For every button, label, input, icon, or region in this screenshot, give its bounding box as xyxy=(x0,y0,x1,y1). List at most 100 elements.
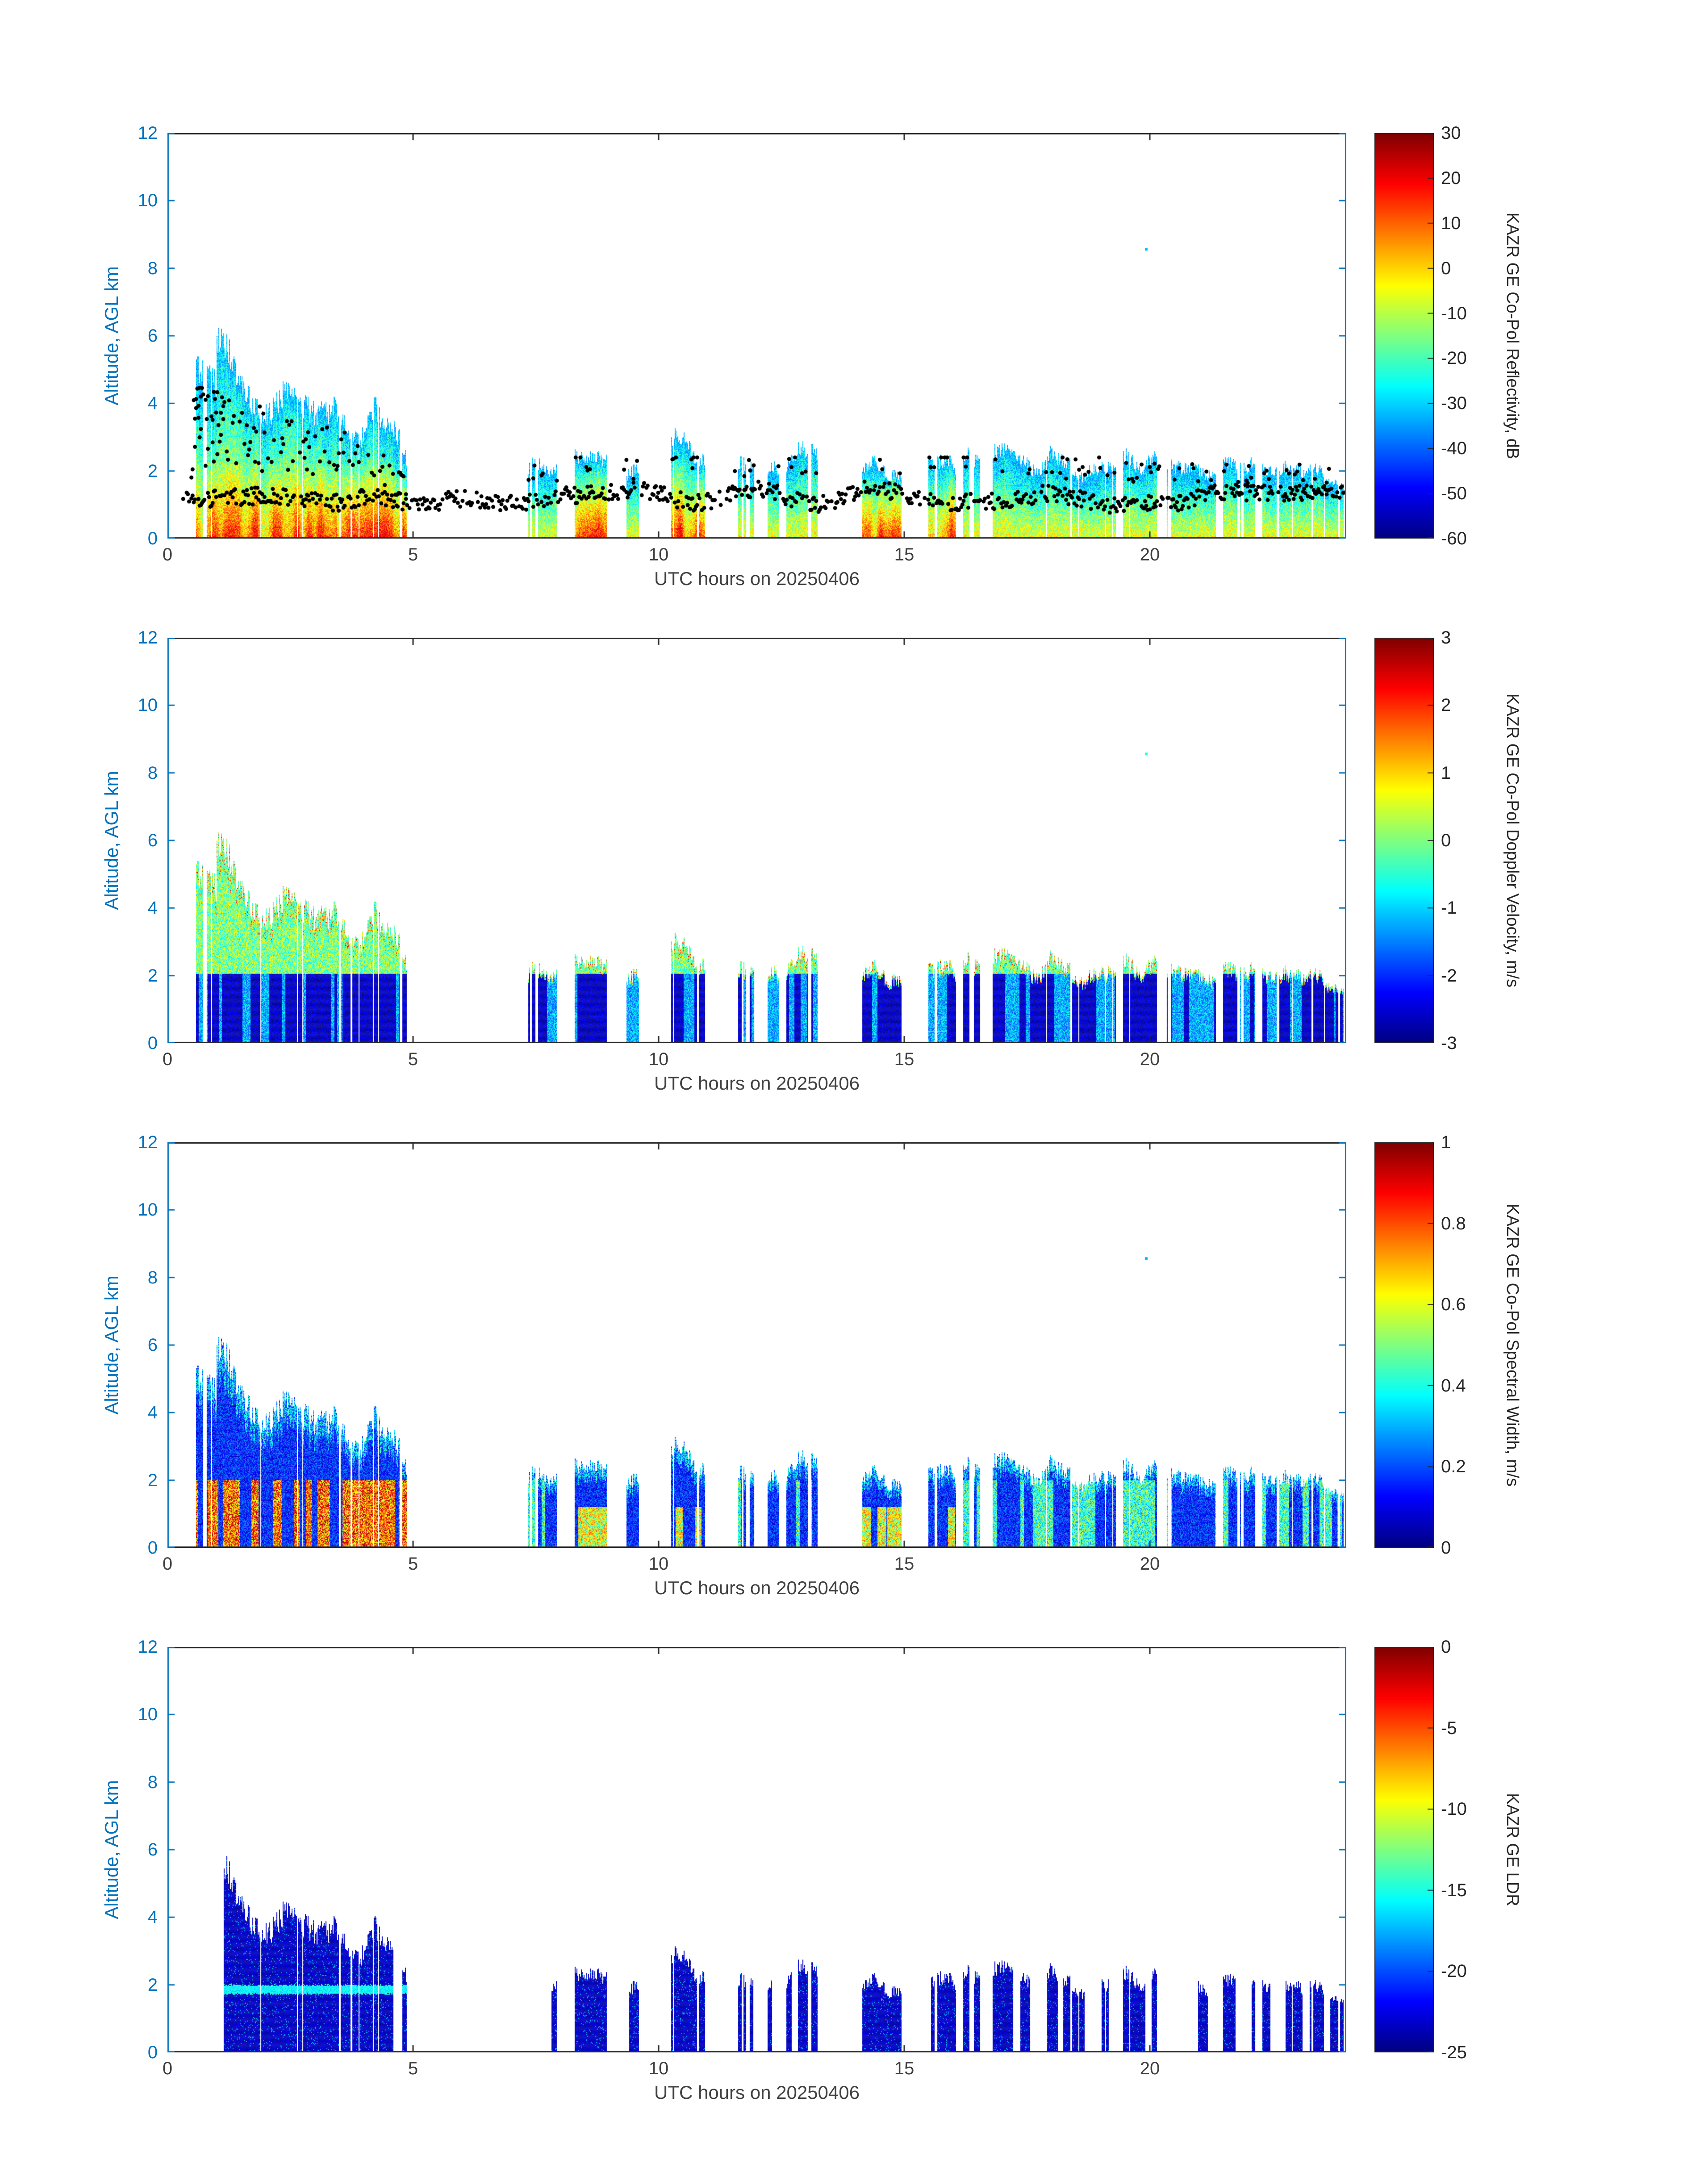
colorbar-tick-label: 20 xyxy=(1441,168,1461,188)
x-axis-label: UTC hours on 20250406 xyxy=(654,1577,860,1598)
y-tick-label: 10 xyxy=(138,191,158,211)
y-tick-label: 4 xyxy=(147,393,158,414)
y-tick-label: 2 xyxy=(147,1975,158,1995)
y-tick-label: 2 xyxy=(147,461,158,481)
y-axis-label: Altitude, AGL km xyxy=(101,1780,122,1919)
y-tick-label: 6 xyxy=(147,1335,158,1355)
y-tick-label: 10 xyxy=(138,695,158,715)
colorbar-tick-label: -20 xyxy=(1441,348,1467,368)
x-tick-label: 10 xyxy=(648,1049,669,1069)
y-tick-label: 4 xyxy=(147,898,158,918)
x-tick-label: 15 xyxy=(894,545,915,564)
colorbar-tick-label: 0 xyxy=(1441,1538,1451,1558)
colorbar-label: KAZR GE LDR xyxy=(1503,1793,1522,1906)
x-tick-label: 15 xyxy=(894,1554,915,1574)
colorbar-tick-label: -40 xyxy=(1441,439,1467,459)
x-axis-label: UTC hours on 20250406 xyxy=(654,568,860,589)
y-tick-label: 4 xyxy=(147,1907,158,1927)
y-tick-label: 6 xyxy=(147,1840,158,1859)
y-tick-label: 8 xyxy=(147,1267,158,1287)
y-tick-label: 2 xyxy=(147,1470,158,1490)
y-tick-label: 4 xyxy=(147,1403,158,1423)
x-tick-label: 20 xyxy=(1140,1554,1160,1574)
x-tick-label: 5 xyxy=(408,1049,418,1069)
colorbar-tick-label: -50 xyxy=(1441,484,1467,504)
x-tick-label: 15 xyxy=(894,1049,915,1069)
x-tick-label: 10 xyxy=(648,545,669,564)
y-tick-label: 6 xyxy=(147,326,158,346)
plot-canvas-spectral-width xyxy=(167,1142,1346,1548)
x-tick-label: 20 xyxy=(1140,1049,1160,1069)
x-tick-label: 20 xyxy=(1140,2059,1160,2078)
y-tick-label: 10 xyxy=(138,1705,158,1725)
y-tick-label: 8 xyxy=(147,1772,158,1792)
x-tick-label: 15 xyxy=(894,2059,915,2078)
x-tick-label: 20 xyxy=(1140,545,1160,564)
x-axis-label: UTC hours on 20250406 xyxy=(654,1073,860,1094)
colorbar-tick-label: -30 xyxy=(1441,393,1467,414)
x-tick-label: 5 xyxy=(408,545,418,564)
y-tick-label: 10 xyxy=(138,1200,158,1220)
y-axis-label: Altitude, AGL km xyxy=(101,266,122,405)
colorbar-tick-label: -1 xyxy=(1441,898,1457,918)
colorbar-tick-label: 0.6 xyxy=(1441,1295,1466,1315)
colorbar-label: KAZR GE Co-Pol Spectral Width, m/s xyxy=(1503,1203,1522,1487)
colorbar-tick-label: -15 xyxy=(1441,1880,1467,1900)
colorbar-canvas-velocity xyxy=(1374,638,1434,1043)
colorbar-tick-label: -5 xyxy=(1441,1718,1457,1738)
colorbar-canvas-spectral-width xyxy=(1374,1142,1434,1548)
x-tick-label: 0 xyxy=(162,1049,173,1069)
x-tick-label: 0 xyxy=(162,545,173,564)
colorbar-canvas-ldr xyxy=(1374,1647,1434,2052)
plot-canvas-reflectivity xyxy=(167,133,1346,539)
colorbar-tick-label: -60 xyxy=(1441,529,1467,548)
colorbar-tick-label: 10 xyxy=(1441,213,1461,233)
colorbar-tick-label: 0.4 xyxy=(1441,1375,1466,1396)
colorbar-tick-label: 0 xyxy=(1441,258,1451,278)
y-tick-label: 12 xyxy=(138,628,158,648)
x-tick-label: 0 xyxy=(162,2059,173,2078)
colorbar-tick-label: 30 xyxy=(1441,123,1461,143)
colorbar-tick-label: 1 xyxy=(1441,763,1451,783)
colorbar-label: KAZR GE Co-Pol Reflectivity, dB xyxy=(1503,212,1522,460)
x-tick-label: 10 xyxy=(648,1554,669,1574)
colorbar-label: KAZR GE Co-Pol Doppler Velocity, m/s xyxy=(1503,693,1522,988)
y-tick-label: 0 xyxy=(147,1538,158,1558)
x-tick-label: 5 xyxy=(408,2059,418,2078)
colorbar-tick-label: -25 xyxy=(1441,2043,1467,2062)
colorbar-tick-label: 0 xyxy=(1441,831,1451,850)
y-tick-label: 0 xyxy=(147,1033,158,1053)
x-tick-label: 10 xyxy=(648,2059,669,2078)
plot-canvas-velocity xyxy=(167,638,1346,1043)
colorbar-tick-label: 2 xyxy=(1441,695,1451,715)
y-tick-label: 6 xyxy=(147,831,158,850)
x-axis-label: UTC hours on 20250406 xyxy=(654,2082,860,2103)
y-tick-label: 12 xyxy=(138,1637,158,1657)
colorbar-tick-label: -10 xyxy=(1441,303,1467,323)
colorbar-canvas-reflectivity xyxy=(1374,133,1434,539)
y-axis-label: Altitude, AGL km xyxy=(101,771,122,910)
colorbar-tick-label: -20 xyxy=(1441,1961,1467,1981)
colorbar-tick-label: -2 xyxy=(1441,965,1457,986)
y-tick-label: 12 xyxy=(138,1132,158,1152)
colorbar-tick-label: 1 xyxy=(1441,1132,1451,1152)
x-tick-label: 0 xyxy=(162,1554,173,1574)
y-tick-label: 0 xyxy=(147,2043,158,2062)
colorbar-tick-label: -10 xyxy=(1441,1799,1467,1819)
y-tick-label: 12 xyxy=(138,123,158,143)
y-tick-label: 2 xyxy=(147,965,158,986)
x-tick-label: 5 xyxy=(408,1554,418,1574)
y-tick-label: 8 xyxy=(147,763,158,783)
y-tick-label: 8 xyxy=(147,258,158,278)
colorbar-tick-label: -3 xyxy=(1441,1033,1457,1053)
y-tick-label: 0 xyxy=(147,529,158,548)
colorbar-tick-label: 0.2 xyxy=(1441,1457,1466,1477)
colorbar-tick-label: 3 xyxy=(1441,628,1451,648)
plot-canvas-ldr xyxy=(167,1647,1346,2052)
colorbar-tick-label: 0.8 xyxy=(1441,1213,1466,1233)
